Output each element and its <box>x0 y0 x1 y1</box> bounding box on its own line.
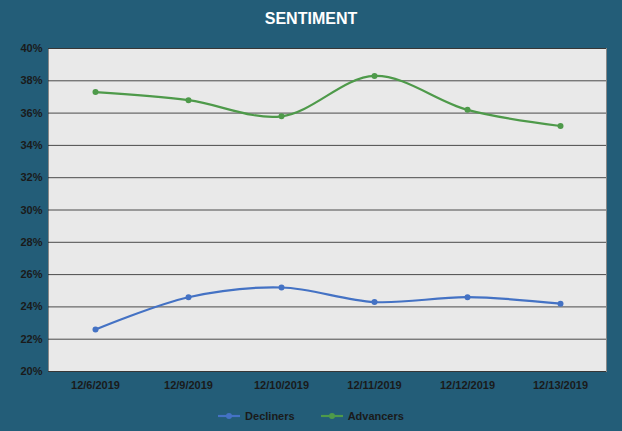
svg-text:24%: 24% <box>20 300 42 312</box>
svg-text:32%: 32% <box>20 171 42 183</box>
svg-text:30%: 30% <box>20 204 42 216</box>
svg-text:22%: 22% <box>20 333 42 345</box>
svg-text:12/9/2019: 12/9/2019 <box>164 379 213 391</box>
svg-text:12/6/2019: 12/6/2019 <box>71 379 120 391</box>
html-text:Decliners: Decliners <box>245 410 295 422</box>
svg-text:38%: 38% <box>20 74 42 86</box>
html-text:Advancers: Advancers <box>347 410 404 422</box>
svg-text:26%: 26% <box>20 268 42 280</box>
svg-text:20%: 20% <box>20 365 42 377</box>
svg-text:12/11/2019: 12/11/2019 <box>347 379 401 391</box>
svg-text:36%: 36% <box>20 107 42 119</box>
html-text:SENTIMENT: SENTIMENT <box>264 10 358 27</box>
svg-text:28%: 28% <box>20 236 42 248</box>
svg-text:34%: 34% <box>20 139 42 151</box>
svg-text:40%: 40% <box>20 42 42 54</box>
svg-text:12/10/2019: 12/10/2019 <box>254 379 309 391</box>
svg-text:12/12/2019: 12/12/2019 <box>440 379 495 391</box>
svg-text:12/13/2019: 12/13/2019 <box>533 379 588 391</box>
